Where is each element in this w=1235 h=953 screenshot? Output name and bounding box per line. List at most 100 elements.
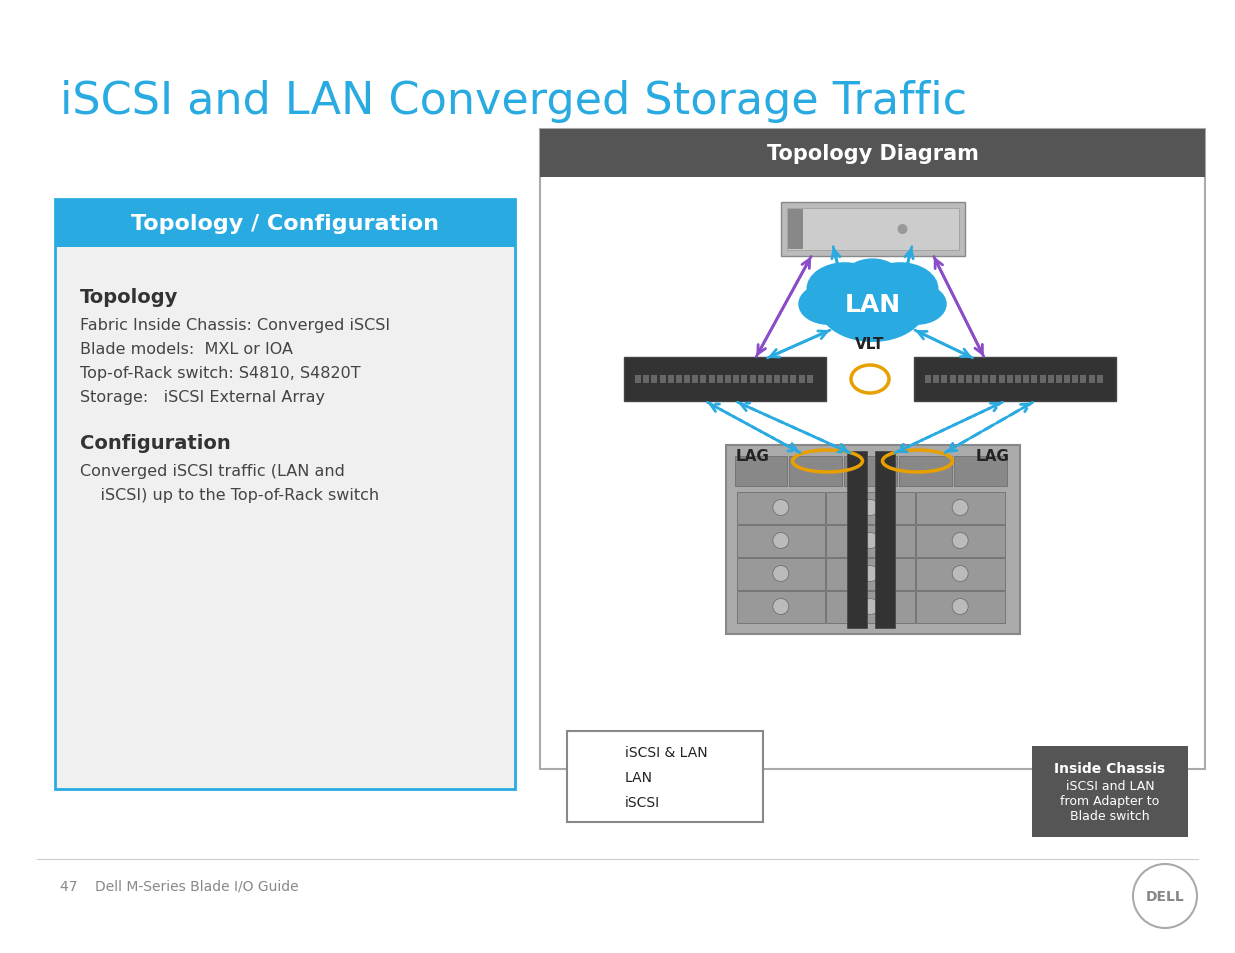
Bar bbox=[700, 375, 706, 384]
Circle shape bbox=[898, 225, 908, 234]
Ellipse shape bbox=[798, 284, 858, 326]
Text: iSCSI and LAN: iSCSI and LAN bbox=[1066, 780, 1155, 792]
FancyArrowPatch shape bbox=[737, 403, 847, 453]
Text: Blade switch: Blade switch bbox=[1071, 809, 1150, 822]
Ellipse shape bbox=[862, 263, 939, 316]
Circle shape bbox=[862, 598, 878, 615]
FancyArrowPatch shape bbox=[708, 403, 798, 452]
Bar bbox=[651, 375, 657, 384]
Text: Inside Chassis: Inside Chassis bbox=[1055, 761, 1166, 775]
Text: from Adapter to: from Adapter to bbox=[1061, 794, 1160, 807]
Ellipse shape bbox=[806, 263, 883, 316]
FancyArrowPatch shape bbox=[832, 251, 842, 282]
Bar bbox=[782, 375, 788, 384]
Text: Topology / Configuration: Topology / Configuration bbox=[131, 213, 438, 233]
FancyArrowPatch shape bbox=[918, 332, 972, 358]
Text: Fabric Inside Chassis: Converged iSCSI: Fabric Inside Chassis: Converged iSCSI bbox=[80, 317, 390, 333]
FancyBboxPatch shape bbox=[916, 591, 1004, 623]
Bar bbox=[788, 210, 803, 250]
FancyArrowPatch shape bbox=[585, 798, 613, 806]
Text: LAG: LAG bbox=[736, 449, 769, 464]
FancyArrowPatch shape bbox=[740, 404, 850, 454]
Bar bbox=[643, 375, 650, 384]
FancyBboxPatch shape bbox=[736, 492, 825, 524]
FancyBboxPatch shape bbox=[874, 451, 894, 628]
FancyArrowPatch shape bbox=[771, 331, 830, 357]
FancyBboxPatch shape bbox=[826, 525, 915, 557]
FancyBboxPatch shape bbox=[914, 357, 1116, 401]
Bar bbox=[1015, 375, 1021, 384]
FancyArrowPatch shape bbox=[895, 404, 999, 454]
Text: iSCSI & LAN: iSCSI & LAN bbox=[625, 745, 708, 760]
FancyBboxPatch shape bbox=[735, 456, 787, 486]
Bar bbox=[990, 375, 997, 384]
FancyArrowPatch shape bbox=[935, 260, 984, 357]
Text: LAG: LAG bbox=[976, 449, 1009, 464]
Bar bbox=[716, 375, 722, 384]
Bar bbox=[676, 375, 682, 384]
Text: LAN: LAN bbox=[625, 770, 653, 784]
FancyArrowPatch shape bbox=[758, 257, 811, 355]
FancyBboxPatch shape bbox=[56, 200, 515, 789]
Bar bbox=[966, 375, 972, 384]
FancyBboxPatch shape bbox=[826, 558, 915, 590]
Bar bbox=[668, 375, 674, 384]
FancyBboxPatch shape bbox=[624, 357, 826, 401]
Text: Storage:   iSCSI External Array: Storage: iSCSI External Array bbox=[80, 390, 325, 405]
FancyArrowPatch shape bbox=[585, 773, 613, 781]
FancyArrowPatch shape bbox=[583, 798, 609, 806]
FancyArrowPatch shape bbox=[585, 748, 613, 757]
Bar bbox=[741, 375, 747, 384]
Bar bbox=[1007, 375, 1013, 384]
Bar bbox=[766, 375, 772, 384]
FancyArrowPatch shape bbox=[710, 404, 800, 454]
Bar bbox=[790, 375, 797, 384]
FancyBboxPatch shape bbox=[844, 456, 897, 486]
FancyArrowPatch shape bbox=[945, 404, 1030, 453]
Bar bbox=[1072, 375, 1078, 384]
Text: 47    Dell M-Series Blade I/O Guide: 47 Dell M-Series Blade I/O Guide bbox=[61, 879, 299, 893]
FancyBboxPatch shape bbox=[540, 130, 1205, 769]
FancyArrowPatch shape bbox=[934, 257, 982, 355]
FancyArrowPatch shape bbox=[902, 248, 911, 279]
FancyBboxPatch shape bbox=[826, 492, 915, 524]
Text: Topology: Topology bbox=[80, 288, 178, 307]
Bar bbox=[1031, 375, 1037, 384]
FancyBboxPatch shape bbox=[725, 445, 1020, 634]
Circle shape bbox=[773, 500, 789, 516]
Circle shape bbox=[773, 566, 789, 582]
Bar bbox=[1056, 375, 1062, 384]
Bar bbox=[684, 375, 690, 384]
FancyBboxPatch shape bbox=[953, 456, 1007, 486]
FancyArrowPatch shape bbox=[915, 331, 969, 357]
Circle shape bbox=[952, 500, 968, 516]
FancyBboxPatch shape bbox=[789, 456, 842, 486]
Bar bbox=[750, 375, 756, 384]
Bar bbox=[1047, 375, 1053, 384]
FancyBboxPatch shape bbox=[540, 130, 1205, 178]
FancyBboxPatch shape bbox=[916, 492, 1004, 524]
Bar bbox=[1023, 375, 1029, 384]
Bar bbox=[957, 375, 963, 384]
FancyBboxPatch shape bbox=[916, 525, 1004, 557]
Text: LAN: LAN bbox=[845, 293, 900, 316]
Bar bbox=[934, 375, 939, 384]
Bar bbox=[982, 375, 988, 384]
FancyBboxPatch shape bbox=[846, 451, 867, 628]
FancyBboxPatch shape bbox=[736, 525, 825, 557]
Bar bbox=[1081, 375, 1087, 384]
Ellipse shape bbox=[887, 284, 947, 326]
Circle shape bbox=[862, 533, 878, 549]
Text: Blade models:  MXL or IOA: Blade models: MXL or IOA bbox=[80, 341, 293, 356]
Text: iSCSI) up to the Top-of-Rack switch: iSCSI) up to the Top-of-Rack switch bbox=[80, 488, 379, 502]
FancyBboxPatch shape bbox=[1032, 746, 1188, 837]
FancyBboxPatch shape bbox=[736, 591, 825, 623]
Bar bbox=[1097, 375, 1103, 384]
Ellipse shape bbox=[842, 259, 903, 301]
FancyBboxPatch shape bbox=[787, 209, 958, 251]
FancyArrowPatch shape bbox=[947, 403, 1032, 452]
Circle shape bbox=[952, 566, 968, 582]
Bar bbox=[635, 375, 641, 384]
FancyBboxPatch shape bbox=[56, 200, 515, 248]
FancyBboxPatch shape bbox=[781, 203, 965, 256]
